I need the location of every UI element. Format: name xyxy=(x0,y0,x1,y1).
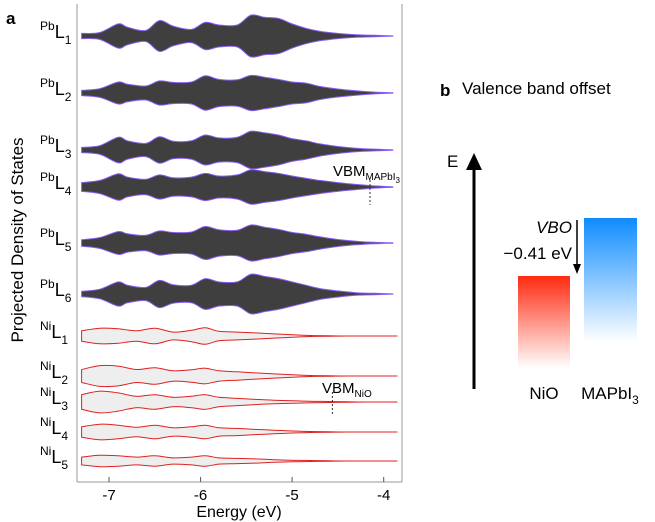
row-label-element: Pb xyxy=(40,19,55,33)
row-label-pbl2: PbL2 xyxy=(40,76,72,104)
panel-b-title: Valence band offset xyxy=(462,79,611,98)
row-label-element: Pb xyxy=(40,76,55,90)
row-label-letter: L xyxy=(51,362,61,382)
svg-text:VBMMAPbI3: VBMMAPbI3 xyxy=(333,163,401,185)
pdos-row-nil5 xyxy=(81,454,398,468)
pdos-series-group xyxy=(81,14,398,468)
x-tick-label: -7 xyxy=(102,487,115,504)
pdos-row-pbl1 xyxy=(81,14,394,58)
pdos-row-pbl4 xyxy=(81,169,394,205)
row-label-letter: L xyxy=(55,22,65,42)
x-tick-label: -5 xyxy=(285,487,298,504)
row-label-layer: 1 xyxy=(61,333,68,347)
mapbi3-label-sub: 3 xyxy=(632,393,639,407)
row-label-pbl3: PbL3 xyxy=(40,133,72,161)
row-label-nil1: NiL1 xyxy=(40,319,68,347)
panel-b-letter: b xyxy=(440,81,450,100)
row-label-layer: 6 xyxy=(65,291,72,305)
vbm-nio-label: VBM xyxy=(322,380,355,397)
x-tick-label: -6 xyxy=(194,487,207,504)
vbm-mapbi3-sub2: 3 xyxy=(396,176,401,185)
row-label-element: Ni xyxy=(40,444,51,458)
mapbi3-label-main: MAPbI xyxy=(581,384,632,403)
row-label-layer: 4 xyxy=(61,429,68,443)
row-label-nil5: NiL5 xyxy=(40,444,68,472)
vbm-mapbi3-annotation: VBMMAPbI3 xyxy=(333,163,401,205)
pdos-row-pbl3 xyxy=(81,130,394,170)
row-label-element: Ni xyxy=(40,319,51,333)
x-tick-label: -4 xyxy=(377,487,390,504)
y-axis-label: Projected Density of States xyxy=(8,137,27,342)
mapbi3-label: MAPbI3 xyxy=(581,384,639,407)
row-label-letter: L xyxy=(51,322,61,342)
row-label-element: Pb xyxy=(40,170,55,184)
row-label-letter: L xyxy=(55,79,65,99)
row-label-element: Ni xyxy=(40,415,51,429)
pdos-area-pbl5 xyxy=(81,224,394,262)
vbo-arrow-head xyxy=(573,264,581,274)
row-label-letter: L xyxy=(55,229,65,249)
vbm-nio-sub: NiO xyxy=(355,389,372,400)
vbo-label: VBO xyxy=(536,218,572,237)
pdos-area-nil5 xyxy=(81,454,398,468)
pdos-plot-frame xyxy=(76,4,403,483)
nio-band-box xyxy=(518,276,570,368)
row-label-letter: L xyxy=(55,173,65,193)
pdos-area-pbl1 xyxy=(81,14,394,58)
row-label-layer: 2 xyxy=(61,373,68,387)
pdos-row-nil1 xyxy=(81,327,398,345)
energy-axis-arrowhead xyxy=(466,153,482,170)
row-label-nil3: NiL3 xyxy=(40,385,68,413)
pdos-area-pbl6 xyxy=(81,273,394,315)
row-label-layer: 4 xyxy=(65,184,72,198)
row-label-layer: 1 xyxy=(65,33,72,47)
row-label-element: Pb xyxy=(40,277,55,291)
row-label-letter: L xyxy=(51,447,61,467)
pdos-area-nil4 xyxy=(81,423,398,441)
row-label-pbl6: PbL6 xyxy=(40,277,72,305)
pdos-row-pbl6 xyxy=(81,273,394,315)
row-label-pbl4: PbL4 xyxy=(40,170,72,198)
pdos-row-nil4 xyxy=(81,423,398,441)
svg-text:VBMNiO: VBMNiO xyxy=(322,380,372,400)
row-label-nil4: NiL4 xyxy=(40,415,68,443)
vbm-nio-annotation: VBMNiO xyxy=(322,380,372,414)
row-label-element: Pb xyxy=(40,226,55,240)
row-label-pbl5: PbL5 xyxy=(40,226,72,254)
pdos-row-nil3 xyxy=(81,390,398,414)
row-label-element: Ni xyxy=(40,359,51,373)
row-label-layer: 2 xyxy=(65,90,72,104)
row-label-letter: L xyxy=(55,280,65,300)
panel-a-letter: a xyxy=(6,9,16,28)
mapbi3-band-box xyxy=(584,218,637,342)
row-label-pbl1: PbL1 xyxy=(40,19,72,47)
row-label-element: Pb xyxy=(40,133,55,147)
pdos-row-nil2 xyxy=(81,364,398,388)
row-label-letter: L xyxy=(51,418,61,438)
row-label-layer: 5 xyxy=(65,240,72,254)
row-label-element: Ni xyxy=(40,385,51,399)
row-label-letter: L xyxy=(55,136,65,156)
pdos-area-pbl2 xyxy=(81,74,394,112)
row-label-layer: 3 xyxy=(61,399,68,413)
vbm-mapbi3-label: VBM xyxy=(333,163,366,180)
row-labels-group: PbL1PbL2PbL3PbL4PbL5PbL6NiL1NiL2NiL3NiL4… xyxy=(40,19,72,472)
nio-label: NiO xyxy=(529,384,558,403)
pdos-area-nil1 xyxy=(81,327,398,345)
vbo-value: −0.41 eV xyxy=(503,244,572,263)
energy-axis-label: E xyxy=(447,152,458,171)
x-axis-label: Energy (eV) xyxy=(196,504,281,521)
pdos-row-pbl2 xyxy=(81,74,394,112)
row-label-nil2: NiL2 xyxy=(40,359,68,387)
x-ticks-group: -7 -6 -5 -4 xyxy=(102,477,390,504)
row-label-layer: 3 xyxy=(65,147,72,161)
vbm-mapbi3-sub: MAPbI xyxy=(366,172,396,183)
row-label-layer: 5 xyxy=(61,458,68,472)
pdos-row-pbl5 xyxy=(81,224,394,262)
row-label-letter: L xyxy=(51,388,61,408)
